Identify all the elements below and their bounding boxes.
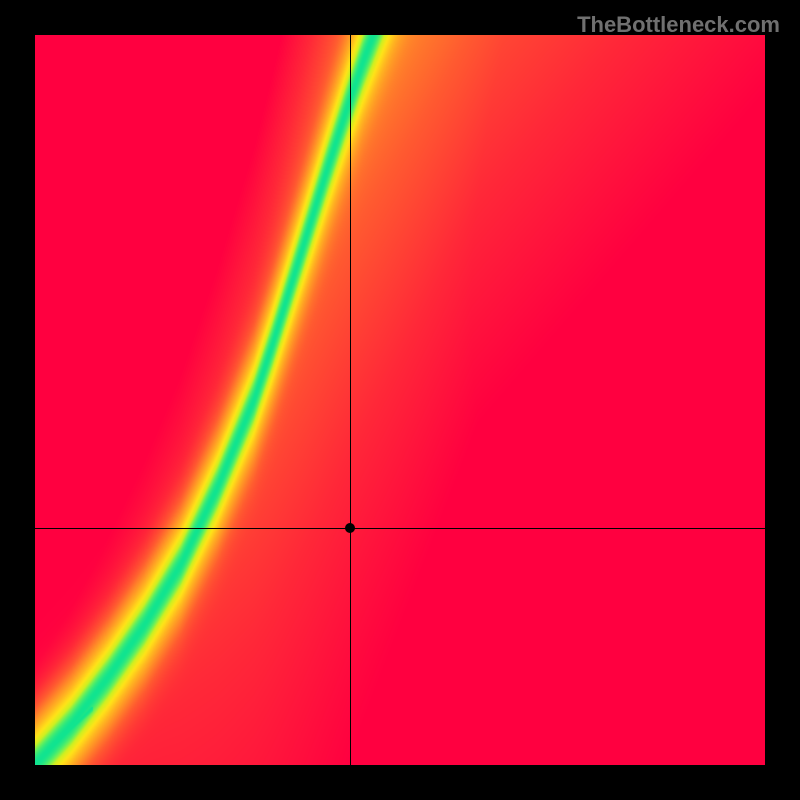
crosshair-horizontal [35, 528, 765, 529]
watermark-text: TheBottleneck.com [577, 12, 780, 38]
crosshair-vertical [350, 35, 351, 765]
chart-plot-area [35, 35, 765, 765]
selection-dot [345, 523, 355, 533]
heatmap-canvas [35, 35, 765, 765]
